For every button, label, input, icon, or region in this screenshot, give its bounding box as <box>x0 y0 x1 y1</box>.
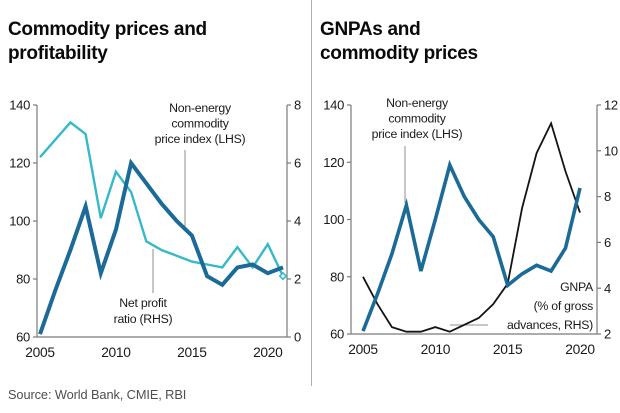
annotation-label: ratio (RHS) <box>114 312 173 326</box>
annotation-label: GNPA <box>560 280 594 294</box>
rhs-tick-label: 8 <box>604 189 611 204</box>
annotation-label: advances, RHS) <box>507 318 593 332</box>
annotation-label: commodity <box>171 117 229 131</box>
lhs-tick-label: 100 <box>323 212 344 227</box>
x-tick-label: 2010 <box>421 342 451 357</box>
chart-panel-commodity-profitability: Commodity prices and profitability 140 12… <box>8 18 301 360</box>
rhs-tick-label: 4 <box>294 214 301 229</box>
rhs-tick-label: 4 <box>604 281 611 296</box>
x-tick-label: 2005 <box>348 342 378 357</box>
rhs-tick-label: 8 <box>294 98 301 113</box>
x-tick-label: 2015 <box>493 342 523 357</box>
lhs-tick-label: 60 <box>16 330 30 345</box>
lhs-tick-label: 120 <box>9 156 30 171</box>
line-series-commodity-index <box>38 158 284 335</box>
series-end-marker <box>278 271 288 281</box>
annotation-label: Non-energy <box>386 96 449 110</box>
rhs-tick-label: 6 <box>604 235 611 250</box>
line-series-gnpa <box>362 120 581 333</box>
rhs-tick-label: 6 <box>294 156 301 171</box>
annotation-label: commodity <box>388 112 446 126</box>
chart-canvas: 140 120 100 80 60 12 10 8 6 4 2 2005 2010 2015 2020 Non… <box>323 96 618 357</box>
lhs-tick-label: 60 <box>330 327 344 342</box>
rhs-tick-label: 10 <box>604 143 618 158</box>
chart-canvas: 140 120 100 80 60 8 6 4 2 0 2005 2010 2015 2020 Non-en… <box>9 98 301 360</box>
lhs-tick-label: 120 <box>323 155 344 170</box>
x-tick-label: 2020 <box>565 342 595 357</box>
annotation-label: (% of gross <box>534 299 594 313</box>
rhs-tick-label: 0 <box>294 330 301 345</box>
panel-divider <box>311 0 312 386</box>
x-tick-label: 2020 <box>253 345 283 360</box>
chart-title: Commodity prices and profitability <box>8 18 207 64</box>
lhs-tick-label: 80 <box>16 272 30 287</box>
chart-panel-gnpa-commodity: GNPAs and commodity prices 140 120 100 80 60… <box>312 0 620 413</box>
lhs-tick-label: 100 <box>9 214 30 229</box>
x-tick-label: 2010 <box>101 345 131 360</box>
lhs-tick-label: 140 <box>9 98 30 113</box>
annotation-label: Net profit <box>119 296 167 310</box>
source-note: Source: World Bank, CMIE, RBI <box>8 387 187 402</box>
x-tick-label: 2015 <box>177 345 207 360</box>
annotation-label: Non-energy <box>169 101 232 115</box>
rhs-tick-label: 12 <box>604 98 618 113</box>
lhs-tick-label: 140 <box>323 98 344 113</box>
x-tick-label: 2005 <box>25 345 55 360</box>
rhs-tick-label: 2 <box>604 327 611 342</box>
lhs-tick-label: 80 <box>330 269 344 284</box>
line-series-commodity-index <box>361 159 582 332</box>
rhs-tick-label: 2 <box>294 272 301 287</box>
chart-title: GNPAs and commodity prices <box>320 18 478 64</box>
annotation-label: price index (LHS) <box>372 127 463 141</box>
line-series-net-profit-ratio <box>39 120 285 277</box>
annotation-label: price index (LHS) <box>155 132 246 146</box>
